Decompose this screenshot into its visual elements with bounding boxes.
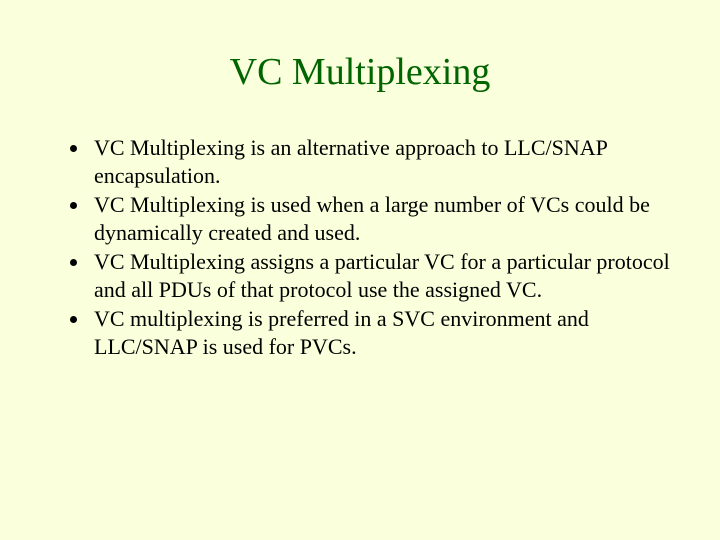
slide: VC Multiplexing VC Multiplexing is an al… [0, 0, 720, 540]
bullet-list: VC Multiplexing is an alternative approa… [50, 134, 670, 360]
list-item: VC multiplexing is preferred in a SVC en… [90, 305, 670, 360]
list-item: VC Multiplexing assigns a particular VC … [90, 248, 670, 303]
list-item: VC Multiplexing is used when a large num… [90, 191, 670, 246]
list-item: VC Multiplexing is an alternative approa… [90, 134, 670, 189]
slide-title: VC Multiplexing [50, 50, 670, 94]
